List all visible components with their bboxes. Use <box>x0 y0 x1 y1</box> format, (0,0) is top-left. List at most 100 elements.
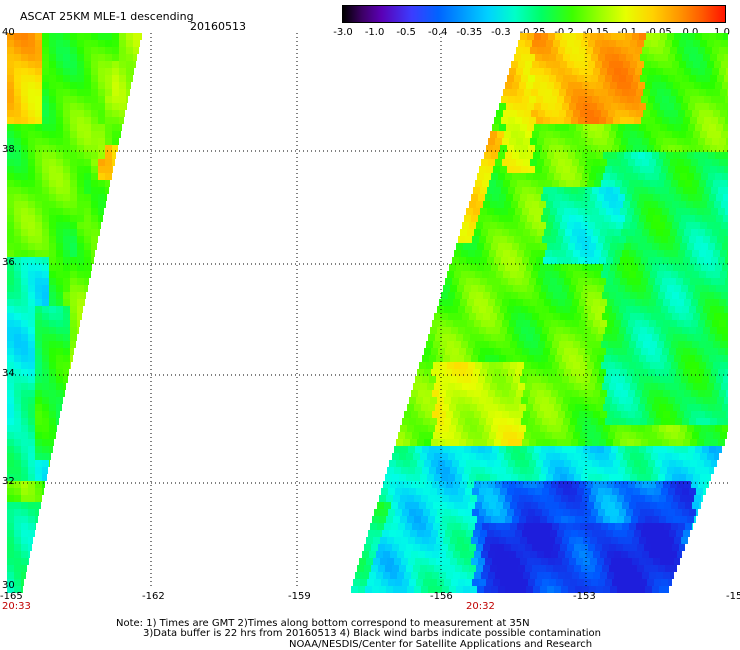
wind-cell <box>501 257 508 264</box>
wind-cell <box>594 89 601 96</box>
wind-cell <box>503 180 510 187</box>
wind-cell <box>42 236 49 243</box>
wind-cell <box>584 306 591 313</box>
wind-cell <box>357 565 364 572</box>
wind-cell <box>448 544 455 551</box>
wind-cell <box>691 320 698 327</box>
wind-cell <box>550 530 557 537</box>
wind-cell <box>28 180 35 187</box>
wind-cell <box>719 320 726 327</box>
wind-cell <box>521 166 528 173</box>
wind-cell <box>479 579 486 586</box>
wind-cell <box>435 404 442 411</box>
wind-cell <box>56 173 63 180</box>
wind-cell <box>593 47 600 54</box>
wind-cell <box>28 89 35 96</box>
wind-cell <box>424 348 431 355</box>
wind-cell <box>126 82 131 89</box>
wind-cell <box>646 446 653 453</box>
wind-cell <box>631 586 638 593</box>
wind-cell <box>673 334 680 341</box>
wind-cell <box>562 33 569 40</box>
wind-cell <box>456 495 463 502</box>
wind-cell <box>455 565 462 572</box>
wind-cell <box>667 103 674 110</box>
wind-cell <box>708 152 715 159</box>
wind-cell <box>70 285 77 292</box>
wind-cell <box>688 124 695 131</box>
wind-cell <box>668 236 675 243</box>
wind-cell <box>719 68 726 75</box>
wind-cell <box>631 425 638 432</box>
lat-label-40: 40 <box>2 27 15 38</box>
wind-cell <box>711 278 718 285</box>
wind-cell <box>533 152 540 159</box>
wind-cell <box>719 138 726 145</box>
wind-cell <box>494 208 501 215</box>
wind-cell <box>458 488 465 495</box>
wind-cell <box>665 61 672 68</box>
wind-cell <box>625 467 632 474</box>
wind-cell <box>685 110 692 117</box>
wind-cell <box>508 117 515 124</box>
wind-cell <box>523 229 530 236</box>
wind-cell <box>524 502 531 509</box>
wind-cell <box>572 138 579 145</box>
wind-cell <box>672 474 679 481</box>
wind-cell <box>488 320 495 327</box>
wind-cell <box>682 397 689 404</box>
wind-cell <box>498 243 505 250</box>
wind-cell <box>608 110 615 117</box>
wind-cell <box>35 418 42 425</box>
wind-cell <box>49 117 56 124</box>
wind-cell <box>466 439 473 446</box>
wind-cell <box>626 166 633 173</box>
wind-cell <box>28 530 35 537</box>
wind-cell <box>588 201 595 208</box>
wind-cell <box>641 369 648 376</box>
wind-cell <box>98 159 105 166</box>
wind-cell <box>650 432 657 439</box>
wind-cell <box>689 145 696 152</box>
wind-cell <box>439 481 446 488</box>
wind-cell <box>545 523 552 530</box>
wind-cell <box>609 222 616 229</box>
wind-cell <box>441 544 448 551</box>
wind-cell <box>14 551 21 558</box>
wind-cell <box>617 586 624 593</box>
wind-cell <box>554 264 561 271</box>
wind-cell <box>633 236 640 243</box>
wind-cell <box>481 481 488 488</box>
wind-cell <box>491 243 498 250</box>
wind-cell <box>28 516 35 523</box>
wind-cell <box>461 432 468 439</box>
wind-cell <box>56 89 63 96</box>
wind-cell <box>553 453 560 460</box>
wind-cell <box>607 481 614 488</box>
wind-cell <box>619 54 626 61</box>
wind-cell <box>666 404 673 411</box>
wind-cell <box>516 411 523 418</box>
wind-cell <box>553 61 560 68</box>
wind-cell <box>715 173 722 180</box>
wind-cell <box>695 124 702 131</box>
wind-cell <box>14 481 21 488</box>
wind-cell <box>437 509 444 516</box>
wind-cell <box>517 110 524 117</box>
wind-cell <box>49 54 56 61</box>
wind-cell <box>630 222 637 229</box>
wind-cell <box>440 341 447 348</box>
wind-cell <box>495 481 502 488</box>
wind-cell <box>682 509 689 516</box>
wind-cell <box>701 334 708 341</box>
wind-cell <box>704 278 711 285</box>
wind-cell <box>702 376 709 383</box>
wind-cell <box>574 40 581 47</box>
wind-cell <box>488 551 495 558</box>
wind-cell <box>7 530 14 537</box>
wind-cell <box>724 166 728 173</box>
wind-cell <box>7 572 14 579</box>
wind-cell <box>574 544 581 551</box>
wind-cell <box>77 180 84 187</box>
wind-cell <box>585 460 592 467</box>
